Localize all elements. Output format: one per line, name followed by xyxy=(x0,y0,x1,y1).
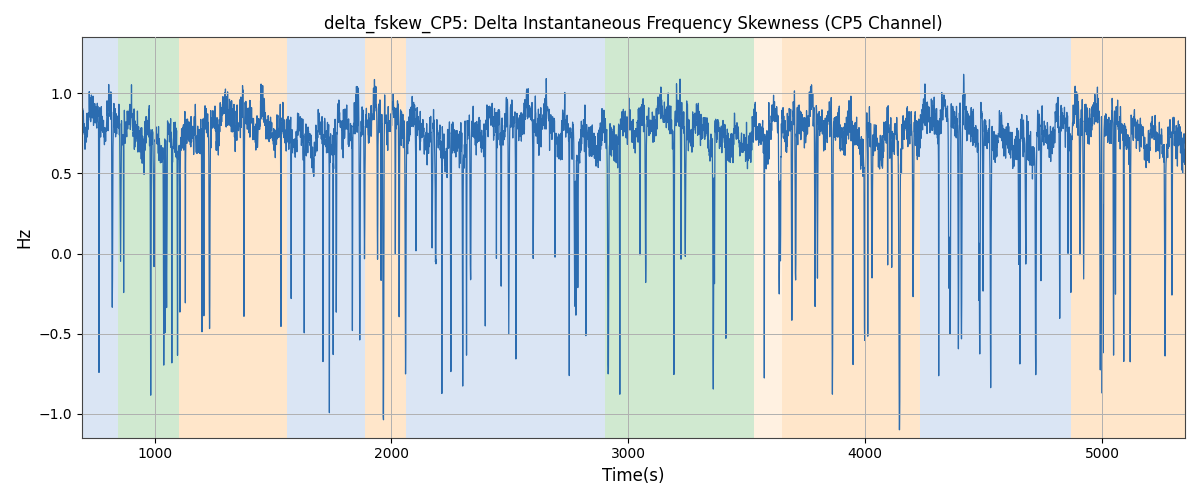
Bar xyxy=(366,38,406,438)
Bar xyxy=(180,38,287,438)
Title: delta_fskew_CP5: Delta Instantaneous Frequency Skewness (CP5 Channel): delta_fskew_CP5: Delta Instantaneous Fre… xyxy=(324,15,943,34)
Bar xyxy=(406,38,605,438)
Bar xyxy=(287,38,366,438)
Bar xyxy=(754,38,782,438)
Bar xyxy=(652,38,754,438)
Bar xyxy=(118,38,180,438)
Bar xyxy=(82,38,118,438)
X-axis label: Time(s): Time(s) xyxy=(602,467,665,485)
Bar xyxy=(605,38,652,438)
Bar xyxy=(782,38,919,438)
Bar xyxy=(919,38,1072,438)
Y-axis label: Hz: Hz xyxy=(14,227,32,248)
Bar xyxy=(1072,38,1186,438)
